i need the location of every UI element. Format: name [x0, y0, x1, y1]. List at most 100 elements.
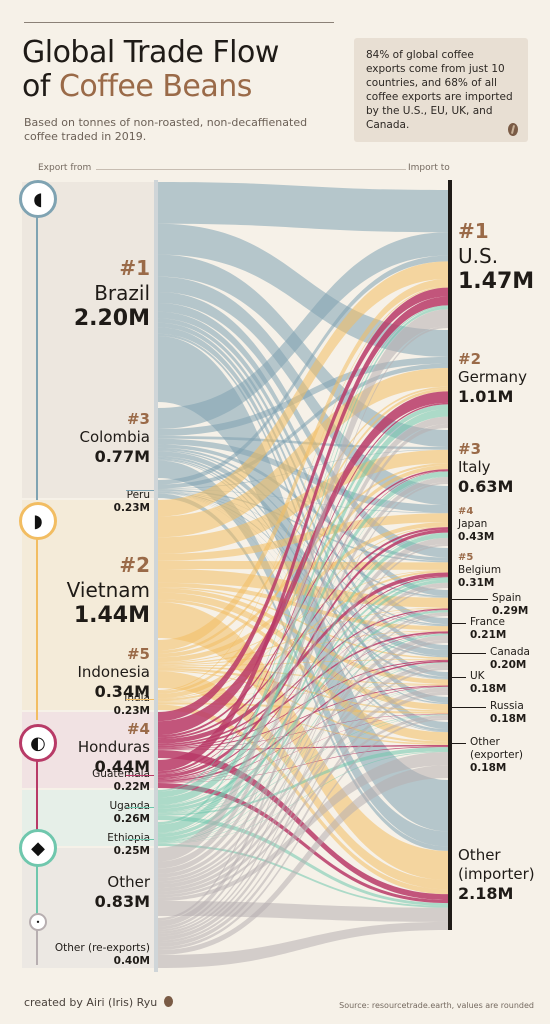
flow-india-to-other-exporter- [158, 704, 448, 745]
flow-brazil-to-italy [158, 254, 448, 447]
exporter-name: Other [107, 873, 150, 891]
flow-peru-to-u-s- [158, 255, 448, 485]
flow-other-to-other-exporter- [158, 752, 448, 902]
axis-label-import: Import to [408, 163, 450, 173]
importer-label-uk: UK 0.18M [470, 670, 506, 696]
flow-other-re-exports--to-u-s- [158, 325, 448, 921]
flow-other-to-germany [158, 416, 448, 869]
flow-peru-to-germany [158, 363, 448, 489]
flow-uganda-to-other-exporter- [158, 747, 448, 816]
flow-vietnam-to-germany [158, 367, 448, 538]
exporter-value: 0.22M [113, 781, 150, 793]
flow-brazil-to-russia [158, 327, 448, 703]
importer-value: 2.18M [458, 884, 514, 903]
flow-peru-to-canada [158, 491, 448, 658]
flow-other-re-exports--to-germany [158, 423, 448, 927]
importer-value: 1.47M [458, 269, 535, 294]
flow-other-to-japan [158, 537, 448, 878]
flow-guatemala-to-other-exporter- [158, 746, 448, 783]
flow-vietnam-to-russia [158, 592, 448, 711]
flow-other-to-u-s- [158, 309, 448, 862]
importer-rank: #3 [458, 440, 482, 458]
flow-honduras-to-germany [158, 391, 448, 735]
exporter-label-ethiopia: Ethiopia 0.25M [107, 832, 150, 858]
flow-uganda-to-france [158, 633, 448, 814]
flow-peru-to-italy [158, 449, 448, 489]
importer-name: Other (importer) [458, 846, 535, 883]
importer-value: 0.18M [490, 713, 527, 725]
flow-other-re-exports--to-russia [158, 717, 448, 950]
flow-indonesia-to-canada [158, 658, 448, 667]
south-america-icon: ◖ [19, 180, 57, 218]
importer-value: 0.63M [458, 477, 514, 496]
flow-peru-to-spain [158, 490, 448, 598]
flow-ethiopia-to-spain [158, 612, 448, 842]
flow-guatemala-to-other-importer- [158, 782, 448, 904]
importer-leader [452, 599, 488, 600]
region-line-africa [36, 850, 38, 915]
exporter-name: Brazil [94, 281, 150, 305]
exporter-rank: #5 [126, 645, 150, 663]
importer-name: Germany [458, 368, 527, 386]
importer-name: Japan [458, 518, 488, 530]
source-note: Source: resourcetrade.earth, values are … [339, 1001, 534, 1010]
region-band-0 [22, 182, 158, 498]
exporter-value: 0.83M [94, 892, 150, 911]
importer-name: Other (exporter) [470, 736, 523, 761]
flow-guatemala-to-uk [158, 686, 448, 783]
importer-label-other-importer-: Other (importer) 2.18M [458, 846, 535, 904]
exporter-axis-bar [154, 180, 158, 972]
importer-label-italy: #3 Italy 0.63M [458, 440, 513, 497]
exporter-label-brazil: #1 Brazil 2.20M [74, 255, 150, 333]
exporter-name: Ethiopia [107, 832, 150, 844]
exporter-name: Honduras [77, 738, 150, 756]
importer-value: 0.43M [458, 531, 495, 543]
importer-value: 0.20M [490, 659, 527, 671]
importer-rank: #5 [458, 552, 474, 563]
importer-name: Italy [458, 458, 491, 476]
exporter-value: 2.20M [73, 306, 150, 331]
callout-text: 84% of global coffee exports come from j… [366, 49, 513, 131]
exporter-value: 0.23M [113, 705, 150, 717]
exporter-label-colombia: #3 Colombia 0.77M [80, 410, 151, 467]
flow-colombia-to-spain [158, 447, 448, 598]
credit-text: created by Airi (Iris) Ryu [24, 996, 158, 1009]
flow-ethiopia-to-italy [158, 476, 448, 834]
region-line-central-america [36, 740, 38, 830]
importer-rank: #4 [458, 506, 474, 517]
flow-guatemala-to-canada [158, 660, 448, 782]
flow-other-to-canada [158, 663, 448, 892]
flow-india-to-france [158, 630, 448, 702]
exporter-label-guatemala: Guatemala 0.22M [92, 768, 150, 794]
region-line-asia [36, 520, 38, 720]
exporter-value: 0.26M [113, 813, 150, 825]
exporter-name: Indonesia [77, 663, 150, 681]
exporter-rank: #1 [119, 256, 150, 280]
flow-india-to-canada [158, 659, 448, 702]
exporter-value: 0.40M [113, 955, 150, 967]
importer-label-other-exporter-: Other (exporter) 0.18M [470, 736, 523, 775]
exporter-rank: #3 [126, 410, 150, 428]
exporter-value: 0.77M [94, 447, 150, 466]
page-title: Global Trade Flow of Coffee Beans [22, 36, 279, 104]
flow-peru-to-belgium [158, 489, 448, 563]
importer-rank: #1 [458, 219, 489, 243]
flow-indonesia-to-germany [158, 386, 448, 654]
title-of: of [22, 69, 59, 104]
title-line1: Global Trade Flow [22, 35, 279, 70]
flow-other-re-exports--to-france [158, 640, 448, 941]
flow-other-re-exports--to-other-importer- [158, 921, 448, 968]
flow-honduras-to-uk [158, 685, 448, 750]
flow-indonesia-to-u-s- [158, 278, 448, 651]
title-beans: Beans [153, 69, 252, 104]
flow-other-re-exports--to-canada [158, 667, 448, 943]
exporter-rank: #2 [119, 553, 150, 577]
exporter-label-other: Other 0.83M [95, 873, 150, 912]
flow-honduras-to-belgium [158, 572, 448, 744]
exporter-name: Colombia [79, 428, 151, 446]
flow-other-re-exports--to-italy [158, 482, 448, 930]
flow-ethiopia-to-canada [158, 662, 448, 843]
importer-value: 0.31M [458, 577, 495, 589]
exporter-label-vietnam: #2 Vietnam 1.44M [67, 552, 150, 630]
importer-label-u-s-: #1 U.S. 1.47M [458, 218, 534, 296]
